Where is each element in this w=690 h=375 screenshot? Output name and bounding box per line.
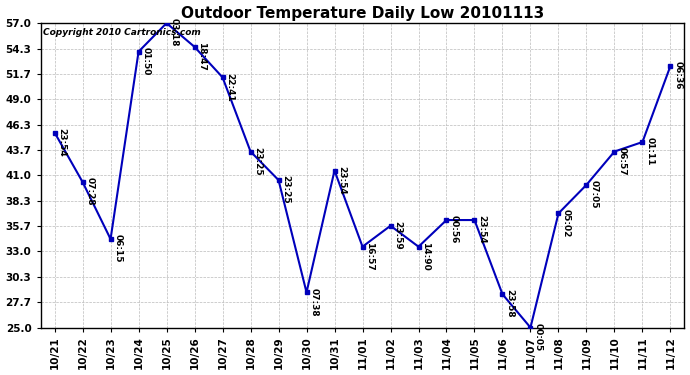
Text: 01:50: 01:50 xyxy=(141,47,150,75)
Text: 23:54: 23:54 xyxy=(477,215,486,244)
Text: 06:15: 06:15 xyxy=(113,234,122,263)
Text: 16:57: 16:57 xyxy=(365,242,374,271)
Text: 07:38: 07:38 xyxy=(309,288,318,316)
Text: 23:25: 23:25 xyxy=(253,147,262,176)
Text: 23:58: 23:58 xyxy=(505,290,514,318)
Text: 06:57: 06:57 xyxy=(618,147,627,176)
Text: 00:05: 00:05 xyxy=(533,323,542,351)
Title: Outdoor Temperature Daily Low 20101113: Outdoor Temperature Daily Low 20101113 xyxy=(181,6,544,21)
Text: 18:47: 18:47 xyxy=(197,42,206,71)
Text: 23:25: 23:25 xyxy=(282,176,290,204)
Text: 22:41: 22:41 xyxy=(226,73,235,101)
Text: 14:90: 14:90 xyxy=(422,242,431,271)
Text: 03:18: 03:18 xyxy=(169,18,178,47)
Text: 05:02: 05:02 xyxy=(561,209,570,237)
Text: 07:05: 07:05 xyxy=(589,180,598,209)
Text: 00:56: 00:56 xyxy=(449,215,458,244)
Text: 01:11: 01:11 xyxy=(645,137,654,166)
Text: 23:54: 23:54 xyxy=(337,166,346,195)
Text: 23:54: 23:54 xyxy=(57,128,66,156)
Text: Copyright 2010 Cartronics.com: Copyright 2010 Cartronics.com xyxy=(43,28,200,37)
Text: 06:36: 06:36 xyxy=(673,61,682,90)
Text: 23:59: 23:59 xyxy=(393,221,402,250)
Text: 07:28: 07:28 xyxy=(86,177,95,206)
